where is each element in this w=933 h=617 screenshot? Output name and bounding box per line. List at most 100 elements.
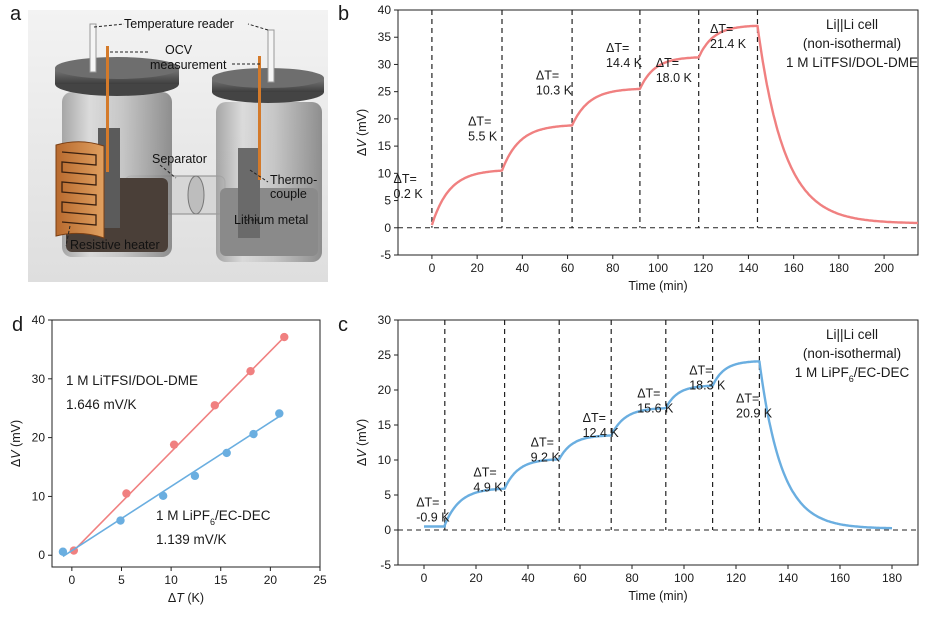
label-thermocouple-line1: Thermo-: [270, 173, 317, 187]
chart-d-xlabel: ΔT (K): [168, 591, 204, 605]
chart-c-annotation-2-line2: 9.2 K: [531, 450, 561, 464]
panel-a-illustration: Temperature reader OCV measurement Separ…: [28, 10, 328, 282]
chart-c-xtick-label-0: 0: [421, 571, 428, 585]
chart-d-xtick-label-1: 5: [118, 573, 125, 587]
chart-c-ytick-label-0: -5: [380, 558, 391, 572]
chart-c: 0 20 40 60 80 100 120 140 160 180-5051015202530ΔT…: [355, 313, 919, 603]
chart-c-annotation-3-line1: ΔT=: [583, 411, 606, 425]
chart-d-ylabel-unit: (mV): [9, 420, 23, 451]
chart-d-series-1-point-2: [158, 491, 168, 501]
right-cell-jar: [212, 68, 324, 262]
chart-b-xtick-label-9: 180: [829, 261, 849, 275]
panel-letter-d: d: [12, 314, 23, 336]
chart-b-annotation-1-line1: ΔT=: [468, 115, 491, 129]
chart-b-ytick-label-2: 5: [384, 194, 391, 208]
chart-b: 0 20 40 60 80 100 120 140 160 180 200 -5 0 5 10 15 20 25 3…: [355, 3, 919, 293]
panel-letter-b: b: [338, 3, 349, 25]
chart-d-frame: [51, 319, 321, 568]
chart-c-annotation-5-line2: 18.3 K: [689, 378, 726, 392]
chart-c-annotation-4-line1: ΔT=: [637, 386, 660, 400]
chart-b-annotation-0-line1: ΔT=: [393, 172, 416, 186]
chart-c-ytick-label-2: 5: [384, 488, 391, 502]
left-cell-jar: [55, 57, 179, 257]
chart-b-legend-line-0: Li||Li cell: [826, 17, 878, 32]
chart-b-xtick-label-5: 100: [648, 261, 668, 275]
label-resistive-heater: Resistive heater: [70, 238, 160, 252]
chart-d-legend-1-slope: 1.139 mV/K: [156, 532, 227, 547]
resistive-heater-pad: [55, 141, 105, 239]
chart-c-annotation-3-line2: 12.4 K: [583, 426, 620, 440]
chart-d-legend-1-name-part2: /EC-DEC: [215, 508, 271, 523]
chart-b-xtick-label-6: 120: [693, 261, 713, 275]
chart-d-legend-0-slope: 1.646 mV/K: [66, 397, 137, 412]
chart-d-xtick-label-2: 10: [164, 573, 178, 587]
chart-d-xlabel-delta: Δ: [168, 591, 176, 605]
chart-c-xtick-label-6: 120: [726, 571, 746, 585]
chart-c-annotation-1-line2: 4.9 K: [473, 481, 503, 495]
chart-c-series-line: [424, 360, 893, 530]
chart-d-ytick-label-4: 40: [32, 313, 46, 327]
chart-c-legend-line-2-sub: 6: [849, 374, 854, 384]
chart-c-frame: [397, 319, 919, 566]
chart-b-xlabel: Time (min): [628, 279, 687, 293]
chart-d-series-1-point-5: [249, 429, 258, 439]
chart-d-series-1-point-1: [116, 516, 125, 525]
chart-c-annotation-0-line2: -0.9 K: [416, 511, 450, 525]
chart-b-ytick-label-4: 15: [378, 139, 392, 153]
chart-c-annotation-6-line2: 20.9 K: [736, 406, 773, 420]
chart-c-legend-line-2: 1 M LiPF6/EC-DEC: [795, 365, 910, 384]
chart-c-xtick-label-4: 80: [625, 571, 639, 585]
chart-c-xtick-label-8: 160: [830, 571, 850, 585]
chart-b-ytick-label-8: 35: [378, 30, 392, 44]
label-separator: Separator: [152, 152, 207, 166]
label-ocv-line1: OCV: [165, 43, 193, 57]
chart-d-xlabel-t: T: [176, 591, 185, 605]
chart-c-xtick-label-5: 100: [674, 571, 694, 585]
chart-b-xtick-label-7: 140: [738, 261, 758, 275]
chart-b-annotation-4-line2: 18.0 K: [656, 71, 693, 85]
chart-c-ytick-label-3: 10: [378, 453, 392, 467]
chart-c-ytick-label-6: 25: [378, 348, 392, 362]
chart-d-ytick-label-3: 30: [32, 372, 46, 386]
chart-b-xtick-label-2: 40: [516, 261, 530, 275]
chart-b-ylabel-unit: (mV): [355, 109, 369, 140]
panel-letter-a: a: [10, 3, 22, 25]
chart-b-annotation-2-line1: ΔT=: [536, 68, 559, 82]
chart-c-ytick-label-7: 30: [378, 313, 392, 327]
chart-c-annotation-0-line1: ΔT=: [416, 496, 439, 510]
chart-b-ytick-label-0: -5: [380, 248, 391, 262]
chart-b-legend-line-2: 1 M LiTFSI/DOL-DME: [786, 55, 918, 70]
ocv-wire-left: [106, 46, 109, 172]
temperature-probe-left: [89, 23, 97, 73]
chart-c-ylabel-unit: (mV): [355, 419, 369, 450]
chart-b-ytick-label-3: 10: [378, 166, 392, 180]
chart-c-xtick-label-7: 140: [778, 571, 798, 585]
callout-lines: [65, 23, 269, 247]
chart-c-legend-line-2-part2: /EC-DEC: [854, 365, 910, 380]
chart-b-annotation-5-line2: 21.4 K: [710, 37, 747, 51]
label-lithium-metal: Lithium metal: [234, 213, 308, 227]
chart-d-legend-0-name: 1 M LiTFSI/DOL-DME: [66, 373, 198, 388]
ocv-wire-right: [258, 56, 261, 180]
chart-d-series-0-point-4: [246, 366, 255, 376]
chart-d-ytick-label-1: 10: [32, 489, 46, 503]
chart-b-annotation-4-line1: ΔT=: [656, 56, 679, 70]
chart-c-ylabel-delta: Δ: [355, 458, 369, 466]
chart-d-series-0-point-2: [169, 440, 179, 449]
chart-c-legend-line-1: (non-isothermal): [803, 346, 901, 361]
chart-c-xtick-label-2: 40: [521, 571, 535, 585]
label-ocv-line2: measurement: [150, 58, 227, 72]
chart-b-annotation-1-line2: 5.5 K: [468, 130, 498, 144]
chart-d-legend-1-name-sub: 6: [210, 517, 215, 527]
chart-c-xtick-label-9: 180: [882, 571, 902, 585]
chart-c-annotation-6-line1: ΔT=: [736, 391, 759, 405]
chart-b-xtick-label-10: 200: [874, 261, 894, 275]
chart-c-legend-line-0: Li||Li cell: [826, 327, 878, 342]
chart-c-annotation-2-line1: ΔT=: [531, 435, 554, 449]
chart-d-ytick-label-2: 20: [32, 431, 46, 445]
chart-d-xtick-label-3: 15: [214, 573, 228, 587]
chart-b-annotation-2-line2: 10.3 K: [536, 83, 573, 97]
chart-b-ytick-label-7: 30: [378, 57, 392, 71]
chart-d-xlabel-unit: (K): [184, 591, 204, 605]
